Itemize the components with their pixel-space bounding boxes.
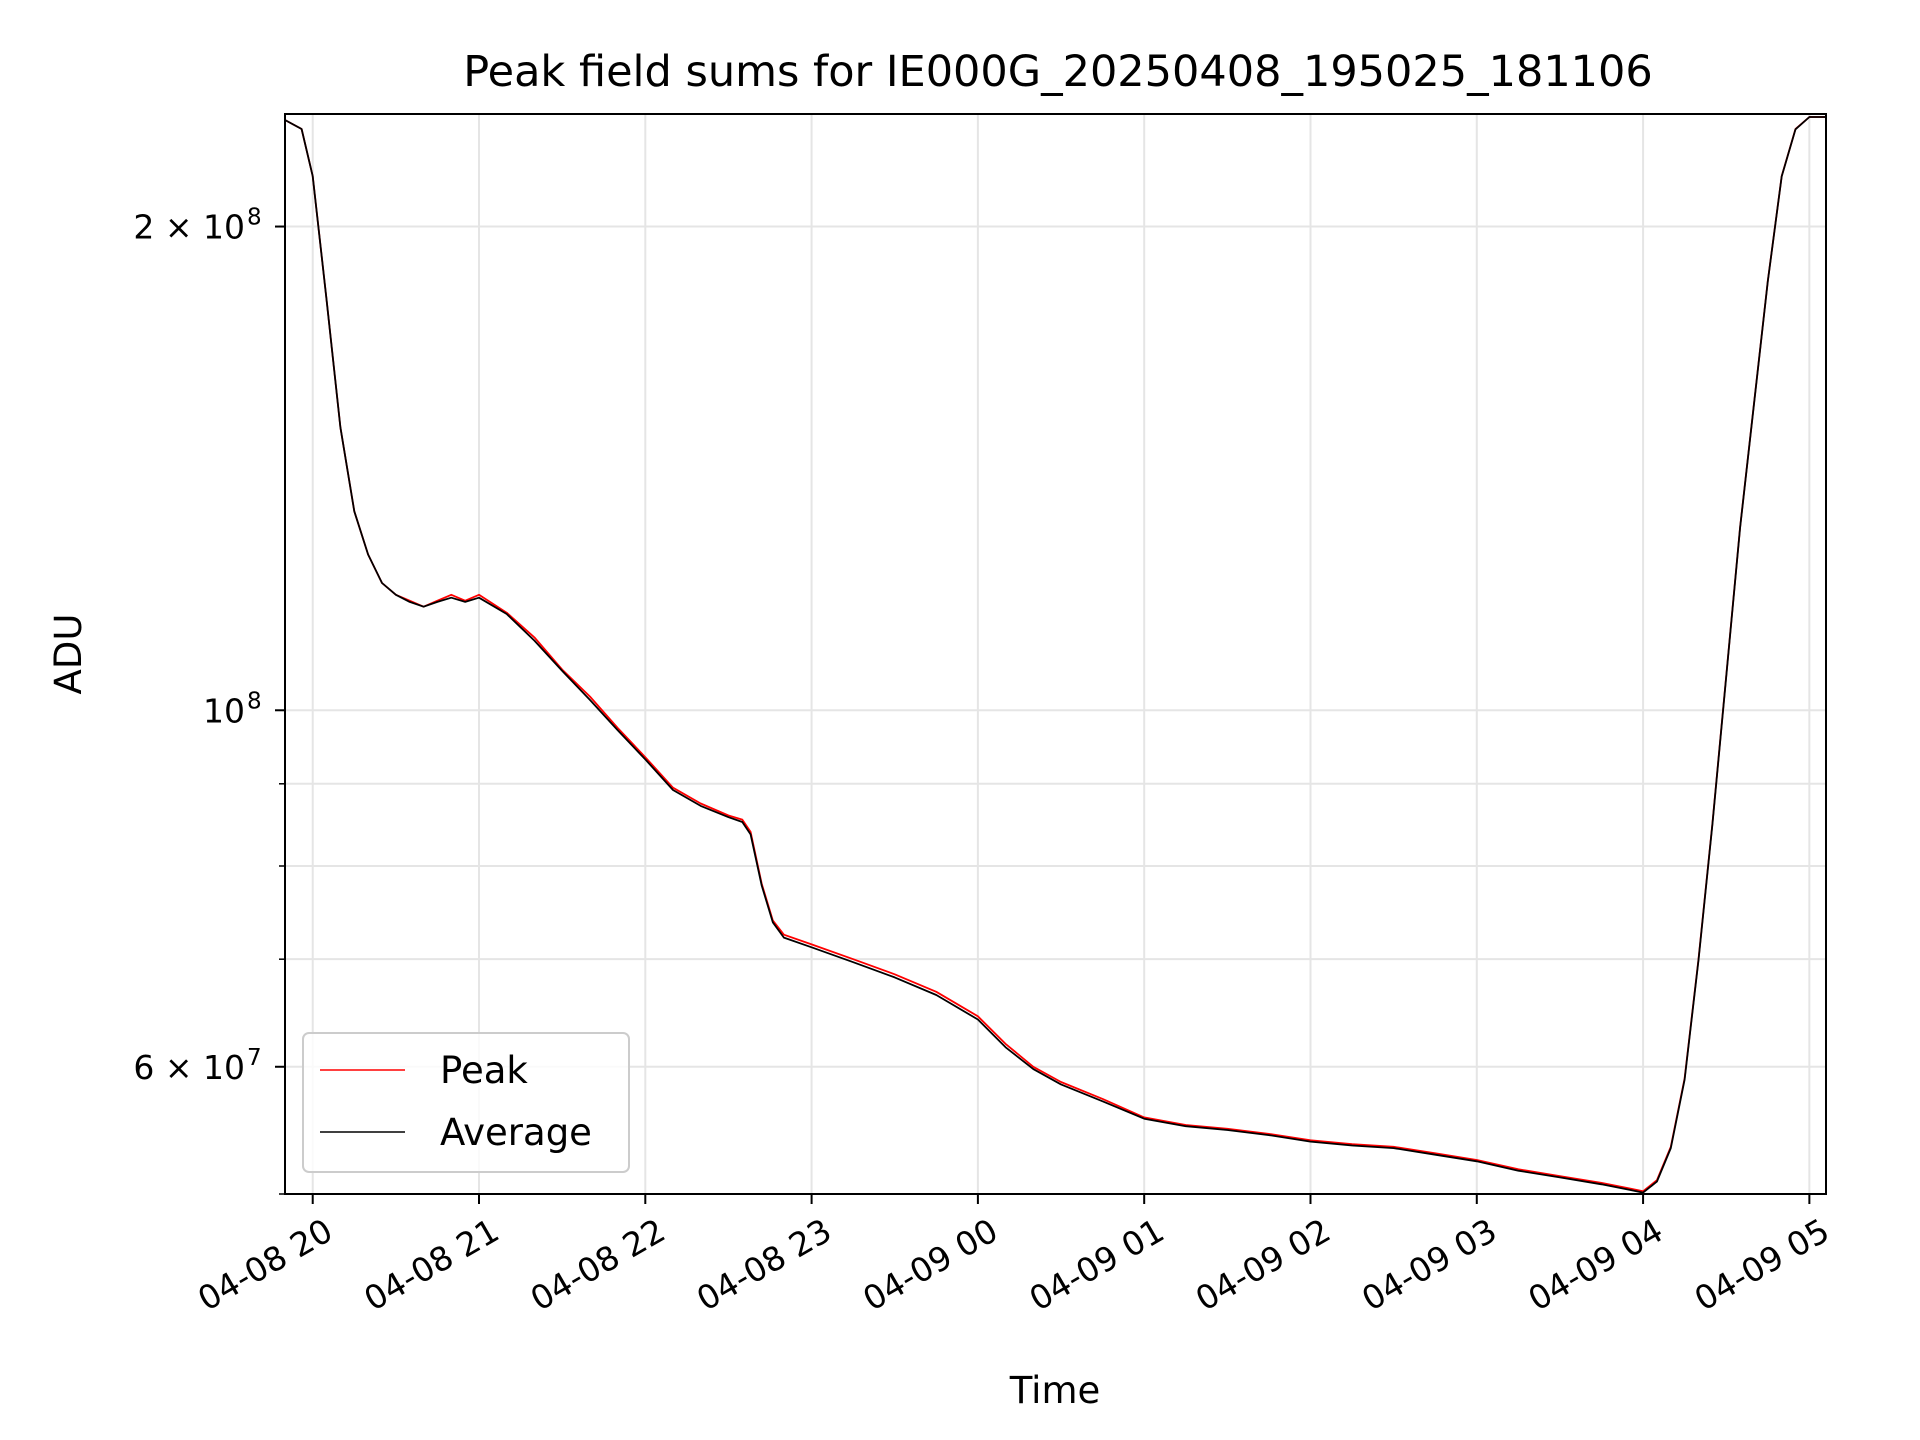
legend: Peak Average: [302, 1032, 630, 1173]
x-axis-label: Time: [1009, 1369, 1101, 1412]
legend-label-average: Average: [440, 1111, 592, 1154]
legend-label-peak: Peak: [440, 1049, 528, 1092]
y-tick-exponent: 8: [247, 688, 262, 714]
series-lines: [285, 116, 1826, 1194]
y-tick-label: 6 × 10: [133, 1048, 245, 1087]
y-tick-exponent: 8: [247, 205, 262, 231]
y-tick-exponent: 7: [247, 1045, 262, 1071]
y-axis-label: ADU: [47, 614, 90, 695]
y-tick-label: 2 × 10: [133, 208, 245, 247]
series-line-average: [285, 116, 1826, 1194]
y-axis-ticks: 2 × 10 810 86 × 10 7: [133, 205, 285, 1195]
y-tick-label: 10: [203, 691, 245, 730]
legend-box: [302, 1032, 630, 1173]
chart-title: Peak field sums for IE000G_20250408_1950…: [463, 47, 1653, 97]
plot-frame: [284, 113, 1827, 1195]
